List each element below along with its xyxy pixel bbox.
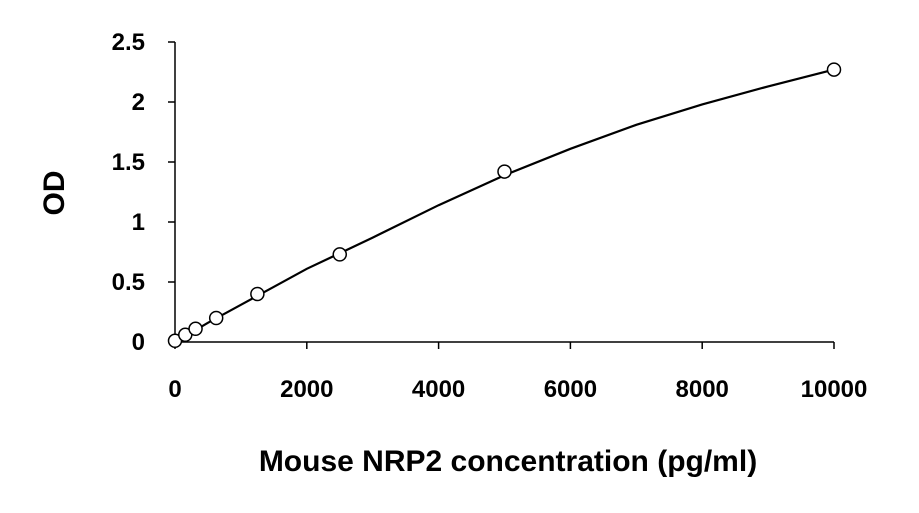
fit-curve: [174, 68, 835, 343]
x-axis-title: Mouse NRP2 concentration (pg/ml): [259, 445, 757, 478]
trendline-layer: [174, 68, 835, 343]
y-tick-label: 2.5: [112, 29, 145, 56]
data-point: [250, 286, 265, 302]
axes: [168, 41, 835, 349]
y-tick-label: 0.5: [112, 269, 145, 296]
x-tick-label: 8000: [676, 376, 729, 403]
data-point: [188, 321, 203, 337]
y-tick-label: 0: [132, 329, 145, 356]
tick-labels: 0 0.5 1 1.5 2 2.5 0 2000 4000 6000 8000 10000: [112, 29, 868, 403]
y-axis-title: OD: [38, 171, 71, 216]
x-tick-label: 0: [168, 376, 181, 403]
x-tick-label: 2000: [280, 376, 333, 403]
data-point: [497, 164, 512, 179]
data-points: [167, 62, 842, 349]
x-tick-label: 10000: [801, 376, 868, 403]
y-tick-label: 1.5: [112, 149, 145, 176]
y-tick-label: 2: [132, 89, 145, 116]
data-point: [208, 310, 224, 326]
x-tick-label: 6000: [544, 376, 597, 403]
y-tick-label: 1: [132, 209, 145, 236]
data-point: [826, 62, 842, 77]
data-point: [332, 247, 347, 262]
x-tick-label: 4000: [412, 376, 465, 403]
